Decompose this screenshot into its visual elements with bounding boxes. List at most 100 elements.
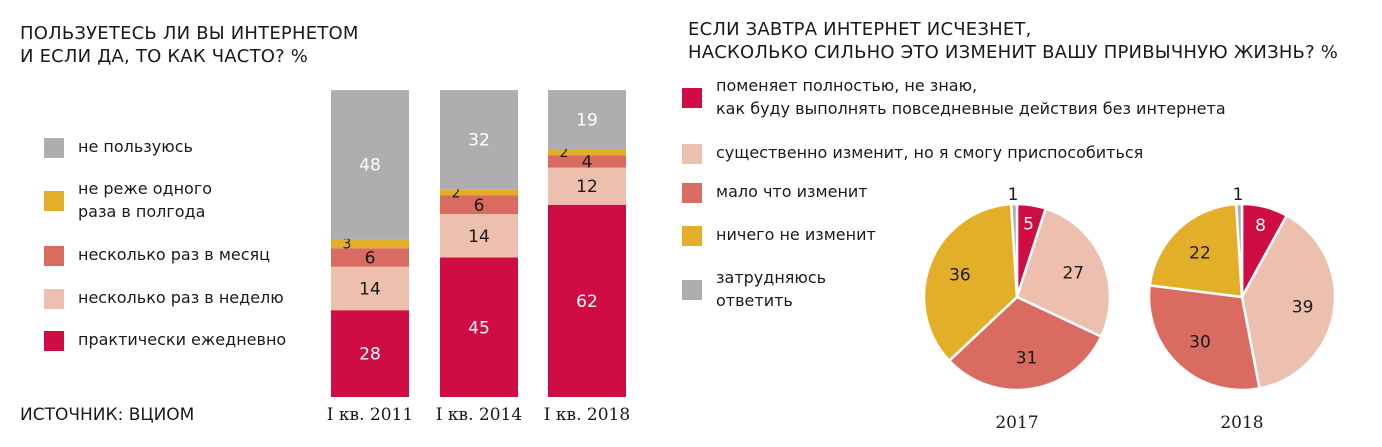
legend-label-line: практически ежедневно [78,330,287,349]
bar-segment [331,248,409,267]
bar-segment [548,90,626,149]
bar-value-label: 4 [582,152,593,172]
pie-slice [922,202,1019,363]
pie-chart: 8 39 30 22 1 2018 [1147,185,1337,433]
legend-label: не пользуюсь [78,135,193,158]
right-title-line-2: НАСКОЛЬКО СИЛЬНО ЭТО ИЗМЕНИТ ВАШУ ПРИВЫЧ… [688,42,1339,63]
bar-value-label: 62 [576,292,598,312]
bar-segment [548,149,626,156]
pie-slice [1234,202,1244,298]
legend-label-line: раза в полгода [78,202,206,221]
bar-value-label: 2 [452,185,461,201]
pie-value-label: 8 [1255,216,1266,236]
bar-segment [548,167,626,205]
bar-value-label: 19 [576,111,598,131]
pie-value-label: 22 [1189,243,1211,263]
legend-swatch [44,246,64,266]
bar-segment [440,195,518,215]
bar-value-label: 28 [359,345,381,365]
bar-value-label: 6 [365,249,376,269]
pie-value-label: 39 [1292,298,1314,318]
bar-value-label: 32 [468,131,490,151]
pie-value-label: 1 [1008,185,1019,205]
category-label: I кв. 2018 [544,405,630,425]
legend-label-line: несколько раз в месяц [78,245,271,264]
pie-value-label: 31 [1016,349,1038,369]
legend-swatch [682,183,702,203]
pie-value-label: 36 [949,265,971,285]
bar-value-label: 14 [468,227,490,247]
legend-label-line: ничего не изменит [716,225,876,244]
legend-swatch [682,226,702,246]
bar-segment [440,189,518,196]
bar-segment [331,266,409,311]
bar-segment [440,214,518,258]
pie-slice [1147,283,1261,392]
pie-year-label: 2017 [995,413,1038,433]
legend-label: ничего не изменит [716,223,876,246]
legend-label: практически ежедневно [78,328,286,351]
bar-segment [548,155,626,168]
legend-label-line: ответить [716,291,793,310]
legend-label: поменяет полностью, не знаю, как буду вып… [716,74,1226,120]
left-chart-title: ПОЛЬЗУЕТЕСЬ ЛИ ВЫ ИНТЕРНЕТОМ И ЕСЛИ ДА, … [20,22,359,68]
bar-value-label: 14 [359,280,381,300]
right-title-line-1: ЕСЛИ ЗАВТРА ИНТЕРНЕТ ИСЧЕЗНЕТ, [688,19,1032,40]
pie-slice [1009,202,1019,298]
bar-segment [331,238,409,249]
source-note: ИСТОЧНИК: ВЦИОМ [20,405,195,425]
bar-value-label: 48 [359,156,381,176]
legend-label: мало что изменит [716,180,868,203]
pie-value-label: 30 [1189,333,1211,353]
legend-label-line: несколько раз в неделю [78,288,284,307]
pie-slice [1015,206,1112,339]
pie-slice [1240,213,1337,390]
pie-value-label: 1 [1233,185,1244,205]
pie-slice [1148,202,1244,299]
bar-value-label: 2 [560,145,569,161]
left-title-line-2: И ЕСЛИ ДА, ТО КАК ЧАСТО? % [20,46,309,67]
pie-year-label: 2018 [1220,413,1263,433]
legend-swatch [682,88,702,108]
category-label: I кв. 2014 [436,405,522,425]
bar-column: 28 14 63 48 [331,90,409,397]
legend-label-line: существенно изменит, но я смогу приспосо… [716,143,1144,162]
pie-value-label: 27 [1062,264,1084,284]
bar-value-label: 45 [468,318,490,338]
legend-label: несколько раз в неделю [78,286,284,309]
legend-swatch [682,144,702,164]
legend-label-line: как буду выполнять повседневные действия… [716,99,1226,118]
bar-column: 45 14 62 32 [440,90,518,397]
legend-label-line: поменяет полностью, не знаю, [716,76,978,95]
pie-charts: 5 27 31 36 1 2017 8 39 30 22 1 2018 [922,185,1337,433]
legend-label: существенно изменит, но я смогу приспосо… [716,141,1143,164]
legend-label: затрудняюсь ответить [716,266,826,312]
bar-value-label: 12 [576,177,598,197]
right-chart-title: ЕСЛИ ЗАВТРА ИНТЕРНЕТ ИСЧЕЗНЕТ, НАСКОЛЬКО… [688,18,1338,64]
legend-swatch [44,191,64,211]
bar-value-label: 6 [474,196,485,216]
pie-chart: 5 27 31 36 1 2017 [922,185,1112,433]
category-label: I кв. 2011 [327,405,413,425]
bar-segment [440,90,518,190]
legend-swatch [682,280,702,300]
legend-swatch [44,138,64,158]
legend-label: не реже одного раза в полгода [78,177,212,223]
legend-label: несколько раз в месяц [78,243,270,266]
left-title-line-1: ПОЛЬЗУЕТЕСЬ ЛИ ВЫ ИНТЕРНЕТОМ [20,23,359,44]
legend-label-line: не пользуюсь [78,137,193,156]
bar-segment [440,257,518,397]
pie-slice [947,295,1103,392]
bar-segment [548,204,626,397]
legend-label-line: мало что изменит [716,182,868,201]
legend-label-line: не реже одного [78,179,213,198]
legend-swatch [44,331,64,351]
bar-column: 62 12 42 19 [548,90,626,397]
bar-segment [331,310,409,397]
bar-value-label: 3 [343,237,352,253]
pie-value-label: 5 [1023,215,1034,235]
legend-label-line: затрудняюсь [716,268,827,287]
legend-swatch [44,289,64,309]
